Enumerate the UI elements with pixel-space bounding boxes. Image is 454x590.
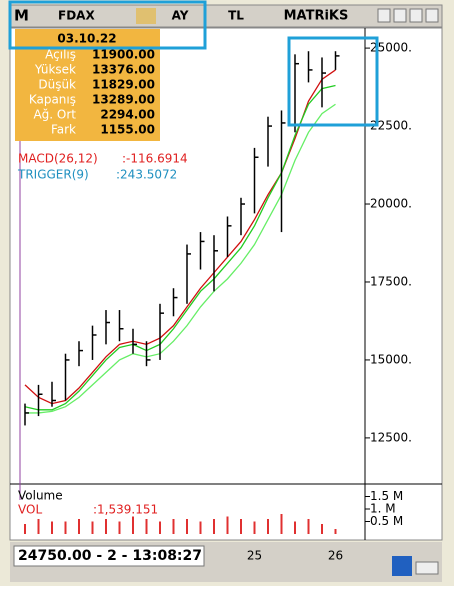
y-tick-label: 25000. [370,41,412,55]
volume-bar [37,519,40,534]
maximize-button[interactable] [409,8,423,23]
info-label: Ağ. Ort [33,108,76,122]
info-label: Yüksek [34,63,76,77]
x-tick-label: 25 [247,549,262,563]
status-box [13,545,205,567]
volume-bar [24,524,26,534]
info-label: Açılış [45,48,76,62]
volume-bar [280,514,283,534]
volume-bar [213,519,215,534]
volume-bar [159,521,161,534]
volume-bar [226,516,229,534]
highlight-box [8,0,207,50]
info-date: 03.10.22 [57,32,116,46]
close-button[interactable] [425,8,439,23]
highlight-box [287,36,379,127]
volume-bar [51,521,53,534]
volume-bar [307,519,310,534]
macd-value: :-116.6914 [122,152,188,166]
info-label: Fark [51,123,76,137]
symbol[interactable]: FDAX [58,9,95,23]
lightning-button[interactable] [136,8,156,24]
volume-bar [172,519,175,534]
x-tick-label: 26 [328,549,343,563]
y-tick-label: 1.5 M [370,489,403,503]
y-tick-label: 0.5 M [370,514,403,528]
y-tick-label: 12500. [370,430,412,444]
y-tick-label: 22500. [370,119,412,133]
volume-bar [145,519,148,534]
moving-average [24,84,336,411]
volume-bar [105,519,107,534]
minimize-button[interactable] [393,8,407,23]
volume-bar [240,519,242,534]
volume-bar [321,524,323,534]
refresh-button[interactable] [392,556,412,576]
volume-bar [132,516,134,534]
volume-bar [64,521,67,534]
volume-bar [199,521,202,534]
volume-bar [78,519,80,534]
volume-bar [253,521,256,534]
vol-label: VOL [18,503,42,517]
period[interactable]: AY [172,9,189,23]
volume-bar [334,529,337,534]
volume-bar [186,519,188,534]
scroll-buttons[interactable] [415,561,439,575]
vol-value: :1,539.151 [93,503,158,517]
y-tick-label: 17500. [370,274,412,288]
menu-button[interactable] [377,8,391,23]
info-value: 11900.00 [92,48,155,62]
brand: MATRiKS [284,9,349,24]
volume-title: Volume [18,489,63,503]
y-tick-label: 1. M [370,502,396,516]
trigger-value: :243.5072 [116,168,177,182]
logo: M [14,7,29,25]
status-text: 24750.00 - 2 - 13:08:27 [18,548,202,564]
currency[interactable]: TL [228,9,244,23]
moving-average [25,103,336,414]
trigger-label: TRIGGER(9) [17,168,89,182]
info-value: 11829.00 [92,78,155,92]
volume-bar [294,521,296,534]
info-label: Kapanış [29,93,76,107]
y-tick-label: 15000. [370,352,412,366]
info-value: 1155.00 [100,123,155,137]
y-tick-label: 20000. [370,197,412,211]
macd-label: MACD(26,12) [18,152,98,166]
volume-bar [267,519,269,534]
info-value: 2294.00 [100,108,155,122]
info-value: 13289.00 [92,93,155,107]
info-label: Düşük [38,78,76,92]
volume-bar [118,521,121,534]
info-value: 13376.00 [92,63,155,77]
volume-bar [91,521,94,534]
